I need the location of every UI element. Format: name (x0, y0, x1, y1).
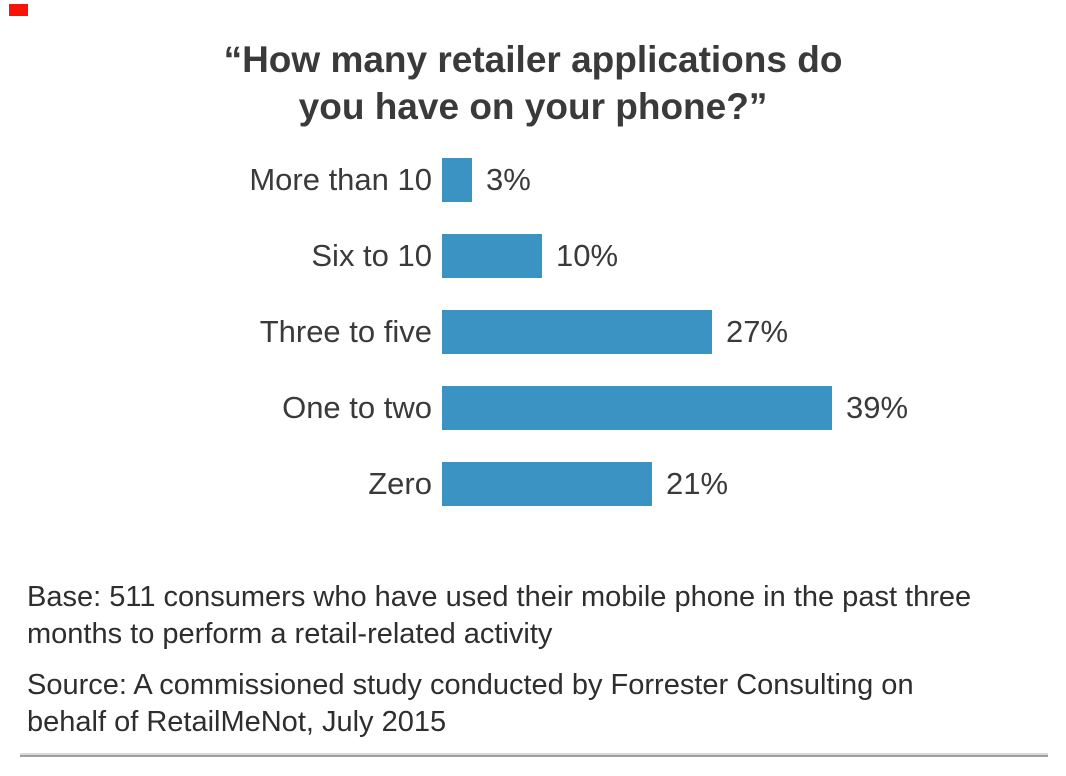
category-label: Three to five (259, 314, 432, 349)
divider-line (20, 755, 1048, 757)
bar (442, 234, 542, 278)
bar-value-label: 3% (486, 162, 531, 197)
bar-value-label: 27% (726, 314, 789, 349)
base-note-line-1: Base: 511 consumers who have used their … (27, 581, 972, 613)
bar (442, 386, 832, 430)
base-note: Base: 511 consumers who have used their … (27, 579, 1047, 653)
category-label: Zero (368, 466, 432, 501)
category-label: Six to 10 (311, 238, 432, 273)
chart-title-line-1: “How many retailer applications do (223, 39, 843, 80)
source-note-line-1: Source: A commissioned study conducted b… (27, 669, 914, 701)
bar-value-label: 10% (556, 238, 619, 273)
source-note-line-2: behalf of RetailMeNot, July 2015 (27, 706, 447, 738)
red-marker (9, 4, 28, 16)
base-note-line-2: months to perform a retail-related activ… (27, 618, 553, 650)
bar (442, 462, 652, 506)
bar-value-label: 21% (666, 466, 729, 501)
category-label: One to two (282, 390, 432, 425)
chart-title: “How many retailer applications do you h… (0, 36, 1066, 130)
source-note: Source: A commissioned study conducted b… (27, 667, 1047, 741)
bar (442, 310, 712, 354)
category-label: More than 10 (249, 162, 432, 197)
chart-title-line-2: you have on your phone?” (298, 86, 768, 127)
bar (442, 158, 472, 202)
bar-value-label: 39% (846, 390, 909, 425)
